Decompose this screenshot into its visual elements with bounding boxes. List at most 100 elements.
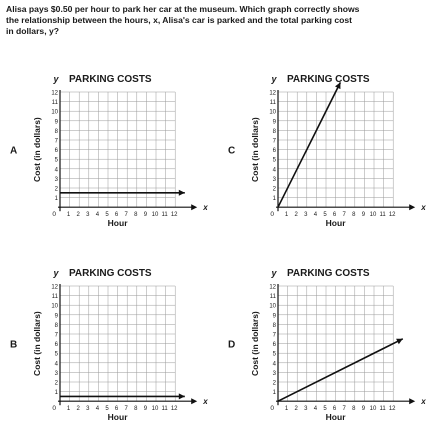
y-tick-label: 12 xyxy=(51,91,58,97)
x-tick-label: 2 xyxy=(295,406,299,412)
x-axis-letter: x xyxy=(420,397,426,406)
y-axis-title: Cost (in dollars) xyxy=(250,117,260,182)
x-tick-label: 9 xyxy=(362,406,366,412)
x-tick-label: 6 xyxy=(333,406,337,412)
y-tick-label: 9 xyxy=(273,313,277,319)
x-tick-label: 2 xyxy=(77,212,81,218)
y-tick-label: 10 xyxy=(269,110,276,116)
y-tick-label: 7 xyxy=(55,139,59,145)
y-axis-letter: y xyxy=(270,268,277,278)
y-tick-label: 4 xyxy=(273,167,277,173)
x-tick-label: 12 xyxy=(389,406,396,412)
y-axis-title: Cost (in dollars) xyxy=(250,311,260,376)
x-tick-label: 9 xyxy=(144,406,148,412)
y-tick-label: 1 xyxy=(55,196,59,202)
x-axis-letter: x xyxy=(202,397,208,406)
y-tick-label: 9 xyxy=(55,119,59,125)
y-tick-label: 8 xyxy=(273,129,277,135)
y-tick-label: 3 xyxy=(273,177,277,183)
x-axis-arrowhead xyxy=(191,204,198,211)
y-tick-label: 4 xyxy=(273,361,277,367)
x-tick-label: 3 xyxy=(304,406,308,412)
y-tick-label: 2 xyxy=(273,187,277,193)
y-tick-label: 1 xyxy=(273,196,277,202)
y-tick-label: 12 xyxy=(51,285,58,291)
y-tick-label: 11 xyxy=(52,100,59,106)
y-tick-label: 7 xyxy=(55,333,59,339)
x-tick-label: 10 xyxy=(152,212,159,218)
x-tick-label: 3 xyxy=(86,212,90,218)
option-letter: B xyxy=(10,340,17,351)
y-tick-label: 3 xyxy=(55,177,59,183)
x-axis-title: Hour xyxy=(326,412,347,422)
option-letter: C xyxy=(228,146,235,157)
question-line: the relationship between the hours, x, A… xyxy=(6,15,353,25)
chart-title: PARKING COSTS xyxy=(69,74,152,85)
x-tick-label: 10 xyxy=(370,406,377,412)
y-tick-label: 3 xyxy=(55,371,59,377)
series-line xyxy=(277,338,404,402)
y-tick-label: 8 xyxy=(55,323,59,329)
x-tick-label: 8 xyxy=(134,212,138,218)
x-axis-arrowhead xyxy=(409,204,416,211)
x-axis-letter: x xyxy=(420,203,426,212)
y-tick-label: 8 xyxy=(55,129,59,135)
x-tick-label: 8 xyxy=(352,212,356,218)
x-tick-label: 9 xyxy=(362,212,366,218)
y-tick-label: 11 xyxy=(52,294,59,300)
y-tick-label: 6 xyxy=(273,342,277,348)
y-tick-label: 6 xyxy=(273,148,277,154)
x-tick-label: 7 xyxy=(125,212,129,218)
x-tick-label: 6 xyxy=(115,406,119,412)
x-tick-label: 8 xyxy=(134,406,138,412)
x-tick-label: 12 xyxy=(171,406,178,412)
y-tick-label: 1 xyxy=(55,390,59,396)
y-tick-label: 2 xyxy=(273,381,277,387)
x-tick-label: 2 xyxy=(77,406,81,412)
x-tick-label: 3 xyxy=(86,406,90,412)
y-tick-label: 5 xyxy=(273,352,277,358)
y-axis-letter: y xyxy=(270,74,277,84)
series-arrowhead xyxy=(335,82,341,90)
x-tick-label: 9 xyxy=(144,212,148,218)
y-tick-label: 5 xyxy=(55,352,59,358)
y-tick-label: 12 xyxy=(269,285,276,291)
x-tick-label: 11 xyxy=(379,406,386,412)
y-tick-label: 4 xyxy=(55,167,59,173)
x-tick-label: 4 xyxy=(96,212,100,218)
y-tick-label: 11 xyxy=(270,100,277,106)
y-tick-label: 2 xyxy=(55,187,59,193)
x-tick-label: 7 xyxy=(343,406,347,412)
option-letter: A xyxy=(10,146,17,157)
y-tick-label: 10 xyxy=(51,110,58,116)
y-tick-label: 8 xyxy=(273,323,277,329)
y-axis-letter: y xyxy=(52,268,59,278)
origin-label: 0 xyxy=(270,211,274,218)
x-axis-title: Hour xyxy=(326,218,347,228)
origin-label: 0 xyxy=(52,211,56,218)
x-tick-label: 6 xyxy=(333,212,337,218)
x-tick-label: 4 xyxy=(96,406,100,412)
origin-label: 0 xyxy=(270,405,274,412)
question-line: Alisa pays $0.50 per hour to park her ca… xyxy=(6,4,360,14)
x-tick-label: 4 xyxy=(314,212,318,218)
x-tick-label: 5 xyxy=(323,406,327,412)
x-axis-title: Hour xyxy=(108,412,129,422)
y-tick-label: 9 xyxy=(273,119,277,125)
x-tick-label: 7 xyxy=(343,212,347,218)
x-axis-arrowhead xyxy=(409,398,416,405)
x-tick-label: 11 xyxy=(161,406,168,412)
x-axis-arrowhead xyxy=(191,398,198,405)
x-tick-label: 2 xyxy=(295,212,299,218)
origin-label: 0 xyxy=(52,405,56,412)
y-tick-label: 5 xyxy=(273,158,277,164)
y-axis-title: Cost (in dollars) xyxy=(32,311,42,376)
y-axis-title: Cost (in dollars) xyxy=(32,117,42,182)
x-tick-label: 1 xyxy=(67,212,71,218)
